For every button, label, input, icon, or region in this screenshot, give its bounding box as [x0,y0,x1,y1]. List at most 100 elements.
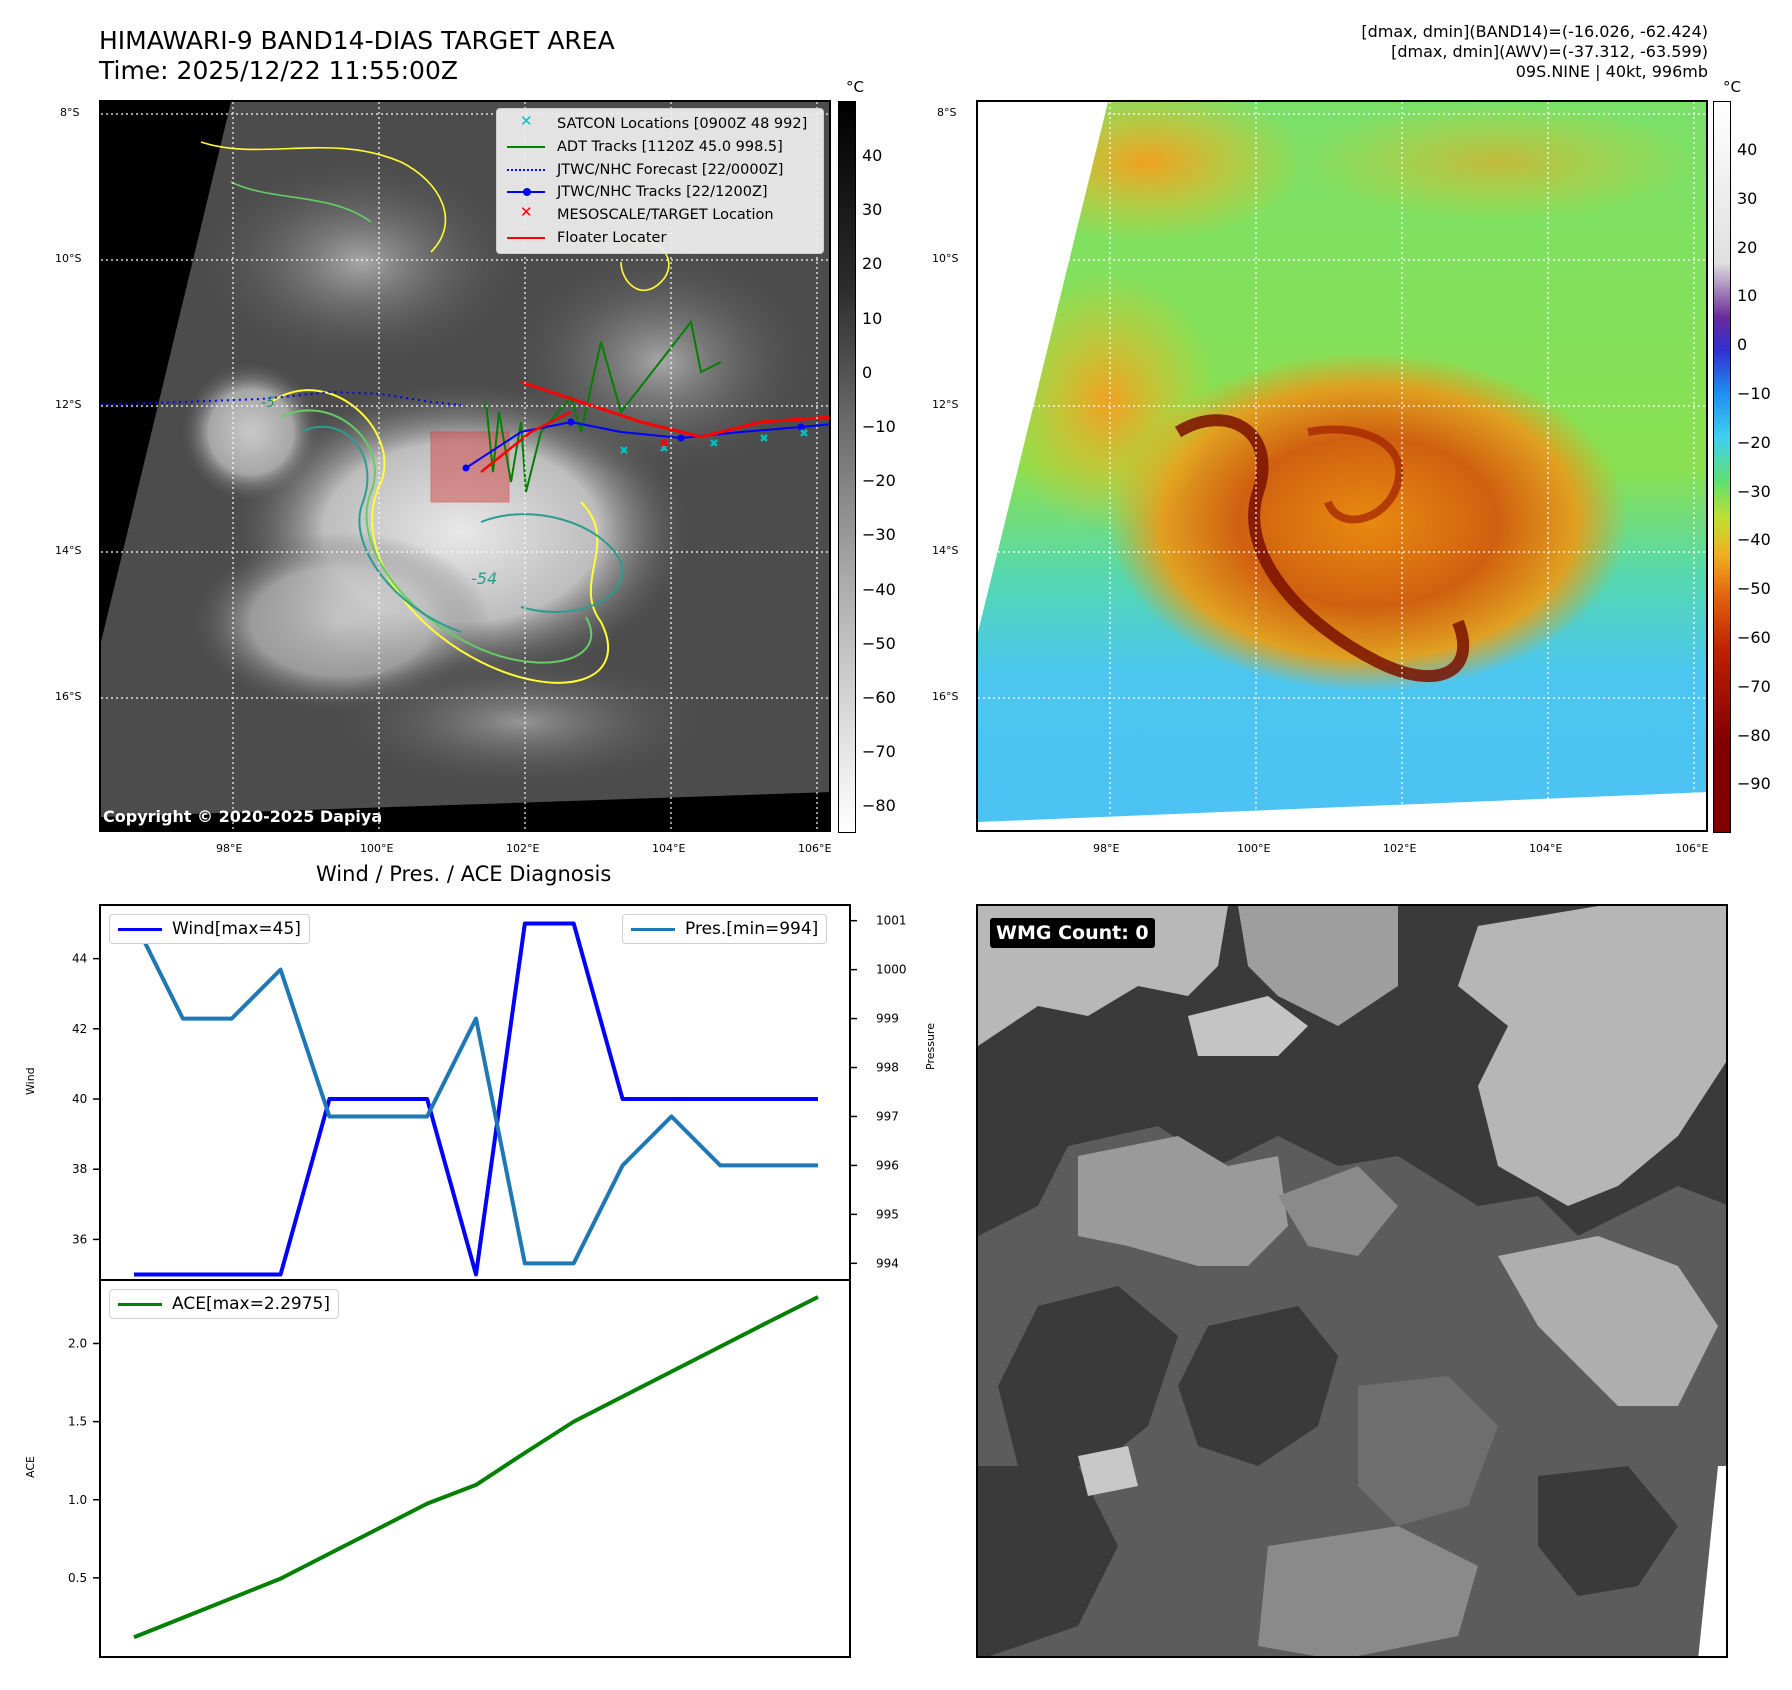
colorbar-tick-label: 10 [1737,286,1758,306]
colorbar-tick-label: −90 [1737,774,1771,794]
colorbar-tick-label: −80 [862,796,896,816]
colorbar-tick-label: −30 [862,525,896,545]
contour-label-54: -54 [471,569,497,588]
lat-tick: 8°S [937,106,957,119]
lon-tick: 106°E [1675,842,1709,855]
ace-panel [99,1279,851,1658]
pressure-tick-label: 1000 [876,963,907,977]
ace-axis-label: ACE [24,1456,37,1478]
colorbar-tick-label: 30 [1737,188,1758,208]
colorbar-tick-label: −80 [1737,725,1771,745]
legend-label: SATCON Locations [0900Z 48 992] [557,116,808,133]
ace-line-icon [118,1302,162,1306]
lon-tick: 100°E [360,842,394,855]
figure-time: Time: 2025/12/22 11:55:00Z [99,56,458,85]
colorbar-tick-label: 10 [862,308,883,328]
legend-target: ✕ MESOSCALE/TARGET Location [505,203,815,227]
dotted-line-icon [505,161,549,179]
wind-tick-label: 42 [72,1022,87,1036]
pressure-tick-label: 996 [876,1158,899,1172]
diagnosis-title: Wind / Pres. / ACE Diagnosis [316,862,612,886]
lat-tick: 10°S [932,252,959,265]
colorbar-tick-label: −50 [1737,579,1771,599]
colorbar-tick-label: −40 [862,579,896,599]
legend-label: Floater Locater [557,229,667,246]
lon-tick: 98°E [1093,842,1120,855]
colorbar-tick-label: −60 [1737,628,1771,647]
lon-tick: 100°E [1237,842,1271,855]
lat-tick: 16°S [932,690,959,703]
pressure-tick-label: 997 [876,1109,899,1123]
storm-info: 09S.NINE | 40kt, 996mb [1515,62,1708,81]
pressure-tick-label: 1001 [876,914,907,928]
wind-legend: Wind[max=45] [109,914,310,944]
legend-tracks: JTWC/NHC Tracks [22/1200Z] [505,181,815,204]
wind-legend-label: Wind[max=45] [172,919,301,939]
pressure-tick-label: 999 [876,1012,899,1026]
contour-label-5: -5 [261,395,275,411]
wind-pressure-panel [99,904,851,1281]
colorbar-tick-label: −70 [1737,676,1771,696]
colorbar-tick-label: 30 [862,200,883,220]
lon-tick: 106°E [798,842,832,855]
colorbar-tick-label: −30 [1737,481,1771,501]
pressure-tick-label: 995 [876,1207,899,1221]
pressure-line-icon [631,927,675,931]
pressure-legend: Pres.[min=994] [622,914,828,944]
ace-tick-label: 2.0 [68,1337,87,1351]
colorbar-tick-label: −40 [1737,530,1771,550]
wv-map-image [978,102,1706,830]
pressure-axis-label: Pressure [924,1023,937,1070]
colorbar-tick-label: 0 [862,362,873,382]
wmg-count-badge: WMG Count: 0 [990,918,1155,948]
ace-tick-label: 1.0 [68,1493,87,1507]
wind-line-icon [118,927,162,931]
colorbar-tick-label: 0 [1737,335,1748,355]
pressure-tick-label: 994 [876,1256,899,1270]
wind-tick-label: 44 [72,952,87,966]
ace-tick-label: 1.5 [68,1415,87,1429]
ir-colorbar [838,101,856,833]
pressure-legend-label: Pres.[min=994] [685,919,819,939]
lon-tick: 104°E [1529,842,1563,855]
colorbar-tick-label: −50 [862,633,896,653]
legend-label: JTWC/NHC Forecast [22/0000Z] [557,161,784,178]
lat-tick: 14°S [55,544,82,557]
lat-tick: 12°S [55,398,82,411]
legend-forecast: JTWC/NHC Forecast [22/0000Z] [505,158,815,181]
ace-legend: ACE[max=2.2975] [109,1289,339,1319]
lat-tick: 10°S [55,252,82,265]
colorbar-tick-label: 20 [862,254,883,274]
line-icon [505,229,549,247]
lon-tick: 102°E [1383,842,1417,855]
lat-tick: 16°S [55,690,82,703]
colorbar-tick-label: 40 [1737,140,1758,159]
ace-legend-label: ACE[max=2.2975] [172,1294,330,1314]
wmg-image [978,906,1726,1656]
colorbar-tick-label: −10 [1737,384,1771,403]
legend-satcon: ✕ SATCON Locations [0900Z 48 992] [505,112,815,136]
wind-tick-label: 38 [72,1162,87,1176]
lon-tick: 104°E [652,842,686,855]
wind-axis-label: Wind [24,1067,37,1095]
colorbar-tick-label: −20 [862,471,896,491]
stats-block: [dmax, dmin](BAND14)=(-16.026, -62.424) … [1361,22,1708,82]
wind-tick-label: 40 [72,1092,87,1106]
x-marker-icon: ✕ [520,112,533,131]
wv-map-panel [976,100,1708,832]
wind-tick-label: 36 [72,1232,87,1246]
figure-title: HIMAWARI-9 BAND14-DIAS TARGET AREA [99,26,615,55]
colorbar-tick-label: −20 [1737,432,1771,452]
colorbar-tick-label: −10 [862,417,896,436]
lon-tick: 98°E [216,842,243,855]
legend-floater: Floater Locater [505,226,815,249]
ir-map-panel: -54 -5 Copyright © 2020-2025 Dapiya ✕ SA… [99,100,831,832]
line-icon [505,138,549,156]
colorbar-tick-label: −60 [862,688,896,707]
colorbar-tick-label: 20 [1737,237,1758,257]
line-dot-icon [505,183,549,201]
legend-label: MESOSCALE/TARGET Location [557,207,774,224]
lon-tick: 102°E [506,842,540,855]
ir-colorbar-unit: °C [846,78,864,96]
stats-band14: [dmax, dmin](BAND14)=(-16.026, -62.424) [1361,22,1708,41]
